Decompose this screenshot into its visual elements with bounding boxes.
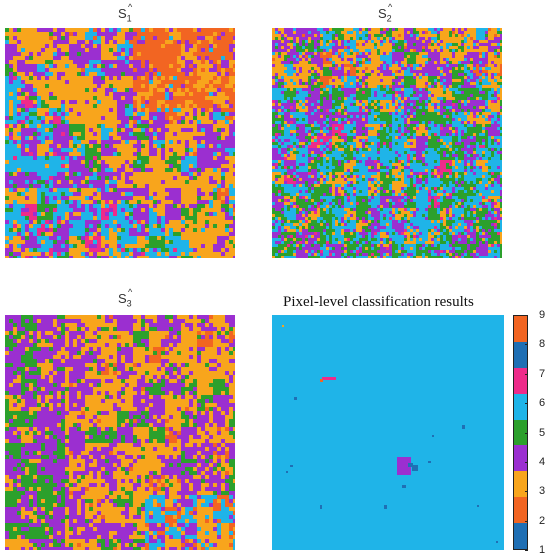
colorbar-tick — [525, 520, 528, 522]
class-map-s1 — [5, 28, 235, 258]
colorbar-tick — [525, 373, 528, 375]
colorbar-segment-2 — [514, 497, 527, 524]
colorbar-tick-label: 6 — [539, 397, 546, 410]
colorbar-tick-label: 3 — [539, 485, 546, 498]
colorbar-tick-label: 7 — [539, 367, 546, 380]
colorbar-tick — [525, 491, 528, 493]
classification-title: Pixel-level classification results — [283, 294, 474, 310]
class-map-s3 — [5, 315, 235, 550]
colorbar-tick — [525, 315, 528, 316]
colorbar-segment-1 — [514, 523, 527, 550]
colorbar-tick-label: 1 — [539, 544, 546, 556]
colorbar-segment-6 — [514, 393, 527, 420]
colorbar-segment-8 — [514, 341, 527, 368]
colorbar-segment-4 — [514, 445, 527, 472]
colorbar-tick-label: 9 — [539, 309, 546, 321]
colorbar — [513, 315, 528, 550]
colorbar-tick — [525, 344, 528, 346]
colorbar-tick — [525, 403, 528, 405]
panel-title-s1: S1 ^ — [118, 2, 133, 24]
colorbar-tick-label: 8 — [539, 338, 546, 351]
colorbar-tick — [525, 432, 528, 434]
colorbar-tick-label: 5 — [539, 426, 546, 439]
colorbar-tick-label: 4 — [539, 455, 546, 468]
panel-title-s3: S3 ^ — [118, 287, 133, 309]
colorbar-tick — [525, 550, 528, 551]
colorbar-segment-3 — [514, 471, 527, 498]
colorbar-segment-9 — [514, 316, 527, 342]
colorbar-segment-5 — [514, 419, 527, 446]
class-map-s2 — [272, 28, 502, 258]
colorbar-tick — [525, 461, 528, 463]
panel-title-s2: S2 ^ — [378, 2, 393, 24]
classification-result-map — [272, 315, 504, 550]
colorbar-tick-label: 2 — [539, 514, 546, 527]
colorbar-segment-7 — [514, 367, 527, 394]
